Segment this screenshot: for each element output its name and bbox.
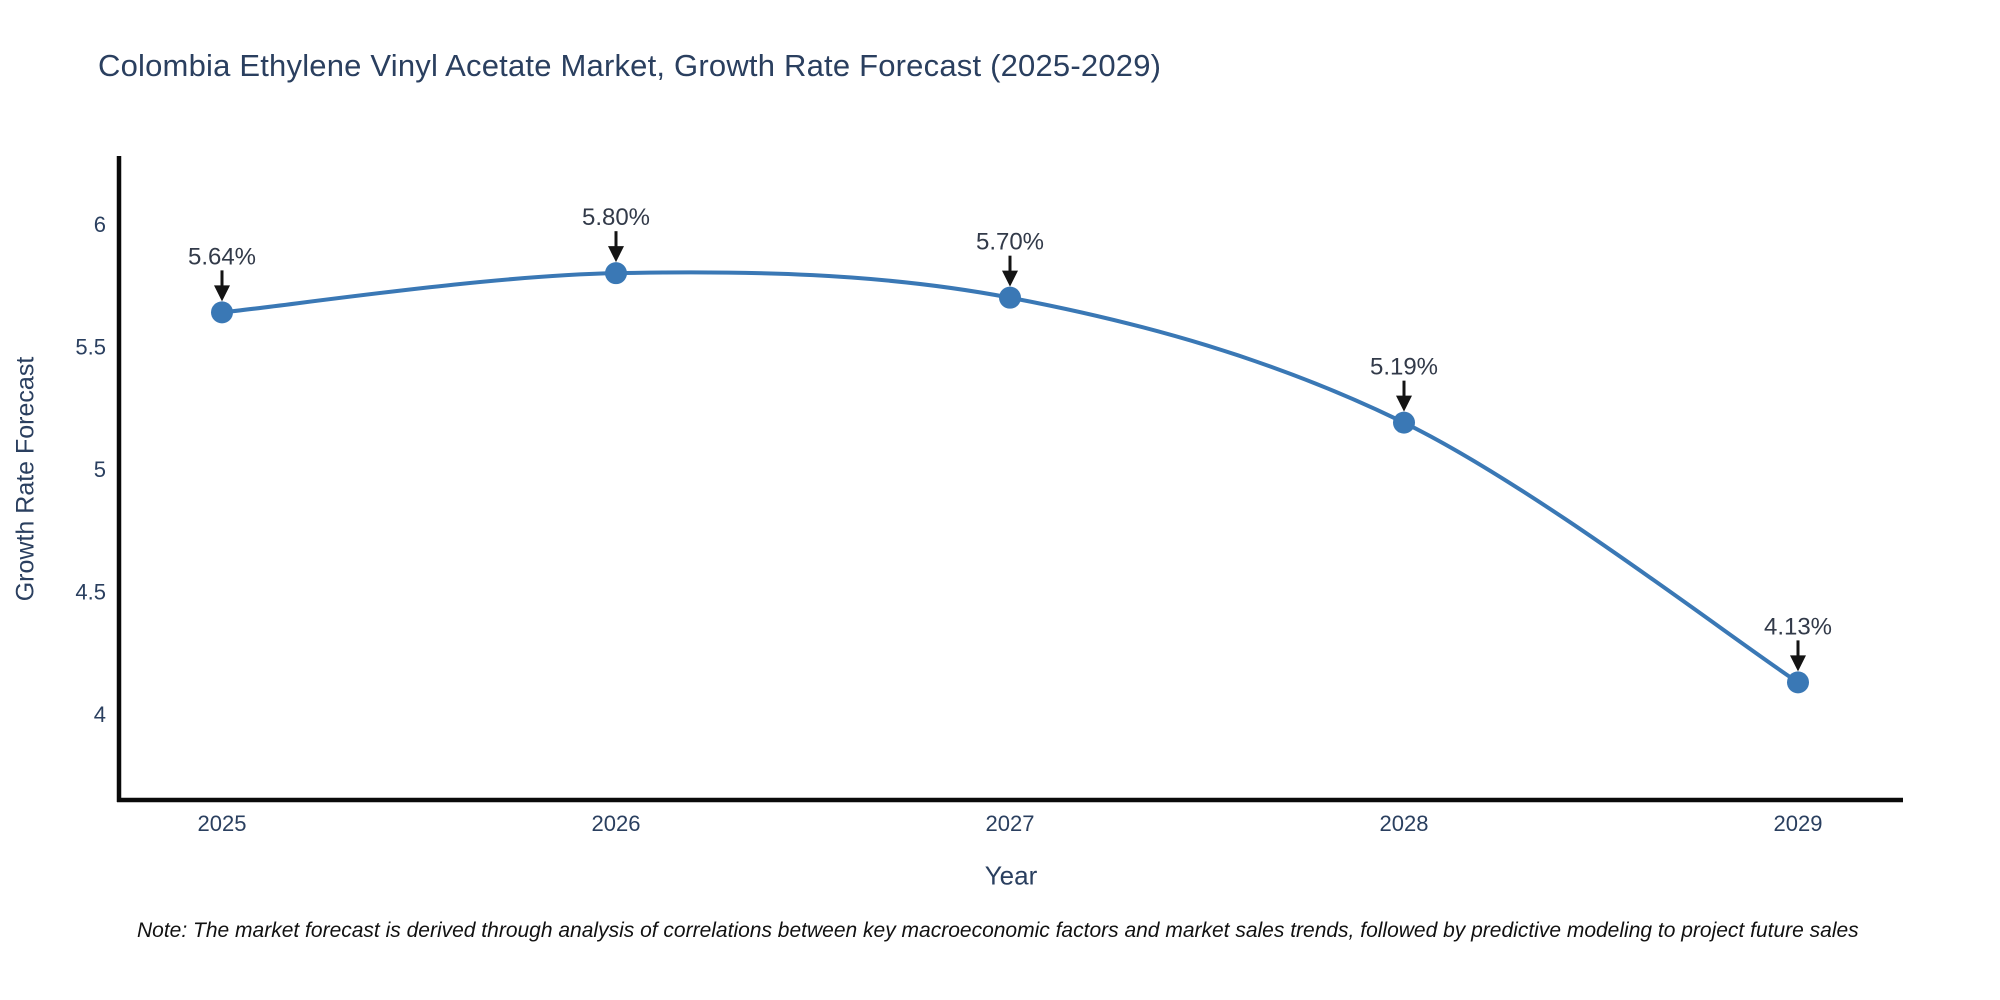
x-tick-label: 2025 [198,811,247,836]
data-point-label: 5.64% [188,243,256,270]
y-axis-title: Growth Rate Forecast [11,356,40,602]
annotation-arrowhead-icon [1396,395,1412,412]
annotation-arrowhead-icon [1790,655,1806,672]
data-point-label: 5.19% [1370,354,1438,381]
y-tick-label: 5 [94,457,106,482]
annotation-arrowhead-icon [214,285,230,302]
forecast-line [220,270,1800,685]
y-tick-label: 4 [94,702,106,727]
y-tick-label: 4.5 [75,580,106,605]
data-point-label: 5.70% [976,229,1044,256]
data-point-marker [1393,411,1415,434]
data-point-marker [605,262,627,285]
x-tick-label: 2028 [1380,811,1429,836]
data-point-marker [1787,671,1809,694]
annotation-arrowhead-icon [1002,270,1018,287]
y-tick-label: 6 [94,212,106,237]
x-tick-label: 2029 [1774,811,1823,836]
chart-title: Colombia Ethylene Vinyl Acetate Market, … [98,48,1162,83]
annotation-arrowhead-icon [608,246,624,263]
x-axis-title: Year [984,860,1038,891]
y-tick-label: 5.5 [75,335,106,360]
footnote: Note: The market forecast is derived thr… [137,919,1859,942]
data-point-label: 4.13% [1764,613,1832,640]
x-tick-label: 2026 [592,811,641,836]
data-point-marker [999,286,1021,309]
x-tick-label: 2027 [986,811,1035,836]
data-point-marker [211,301,233,324]
data-point-label: 5.80% [582,204,650,231]
